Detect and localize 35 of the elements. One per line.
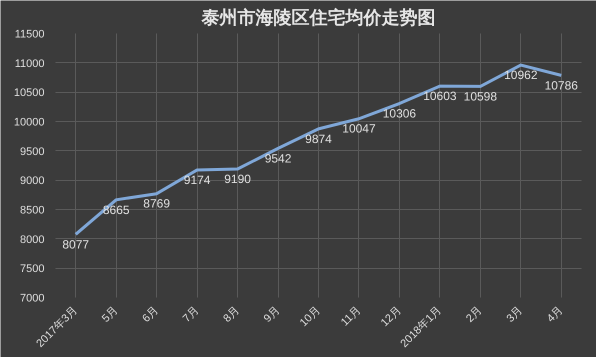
y-tick-label: 10500 (14, 87, 45, 100)
x-tick-label: 10月 (298, 304, 323, 330)
x-tick-label: 6月 (140, 304, 161, 325)
data-label: 10306 (382, 106, 416, 121)
data-label: 9542 (264, 151, 292, 166)
data-label: 8077 (62, 237, 90, 252)
x-tick-label: 3月 (504, 304, 526, 325)
y-tick-label: 7500 (20, 263, 45, 276)
data-label: 10962 (504, 68, 538, 82)
x-tick-label: 11月 (338, 304, 364, 329)
y-tick-label: 11500 (14, 28, 45, 40)
y-tick-label: 10000 (14, 116, 45, 128)
y-tick-label: 11000 (14, 58, 45, 70)
x-tick-label: 9月 (262, 304, 282, 325)
data-label: 8665 (102, 202, 130, 217)
data-label: 10047 (342, 122, 376, 136)
x-tick-label: 4月 (544, 304, 566, 325)
x-tick-label: 7月 (180, 304, 202, 325)
y-tick-label: 7000 (20, 292, 45, 304)
y-tick-label: 8000 (20, 234, 45, 246)
data-label: 9190 (224, 172, 252, 186)
x-tick-label: 12月 (378, 304, 404, 330)
data-label: 10598 (464, 89, 498, 104)
x-tick-label: 5月 (100, 304, 120, 325)
y-tick-label: 8500 (20, 204, 45, 216)
data-label: 9874 (305, 132, 332, 146)
chart-title: 泰州市海陵区住宅均价走势图 (200, 8, 436, 28)
y-tick-label: 9000 (20, 175, 45, 188)
data-label: 9174 (184, 172, 211, 187)
data-label: 10603 (423, 89, 457, 104)
data-label: 8769 (143, 196, 170, 211)
x-tick-label: 2月 (464, 304, 485, 325)
data-label: 10786 (544, 78, 578, 92)
y-tick-label: 9500 (20, 146, 45, 158)
x-tick-label: 8月 (221, 304, 242, 325)
